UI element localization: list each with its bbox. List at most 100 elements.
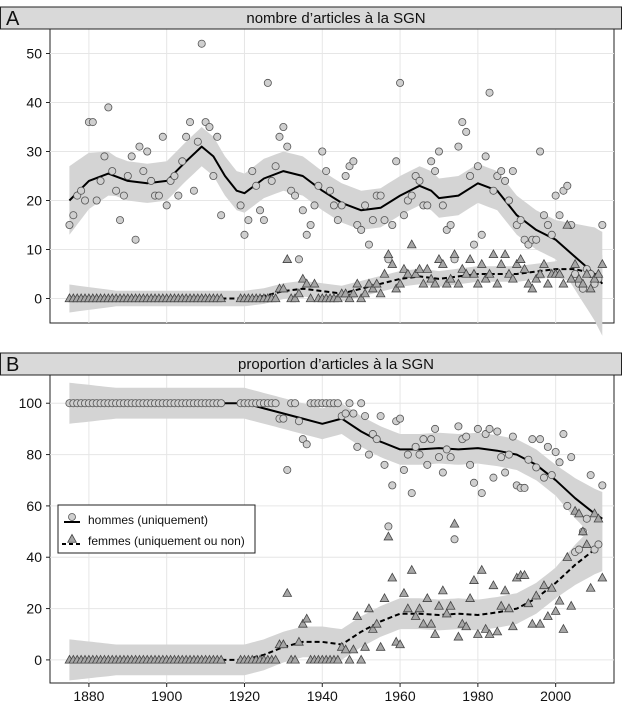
data-point-femmes xyxy=(492,626,503,636)
legend-box xyxy=(57,504,256,554)
data-point-hommes xyxy=(415,176,424,185)
data-point-hommes xyxy=(213,132,222,141)
data-point-femmes xyxy=(535,268,546,278)
data-point-femmes xyxy=(453,631,464,641)
data-point-hommes xyxy=(244,216,253,225)
data-point-femmes xyxy=(387,258,398,268)
data-point-hommes xyxy=(147,176,156,185)
data-point-femmes xyxy=(504,268,514,278)
data-point-hommes xyxy=(127,152,136,161)
data-point-femmes xyxy=(539,580,549,590)
data-point-hommes xyxy=(532,463,541,472)
y-tick-label: 30 xyxy=(26,144,42,160)
data-point-femmes xyxy=(465,253,476,263)
data-point-hommes xyxy=(88,118,97,127)
data-point-hommes xyxy=(477,489,486,498)
data-point-hommes xyxy=(361,412,370,421)
data-point-femmes xyxy=(340,288,351,298)
y-tick-label: 40 xyxy=(26,549,42,565)
data-point-femmes xyxy=(500,585,511,595)
data-point-femmes xyxy=(367,283,378,293)
data-point-hommes xyxy=(469,478,478,487)
data-point-hommes xyxy=(267,176,276,185)
data-point-hommes xyxy=(427,157,436,166)
data-point-hommes xyxy=(314,181,323,190)
data-point-hommes xyxy=(217,211,226,220)
data-point-femmes xyxy=(519,569,530,579)
data-point-femmes xyxy=(449,518,460,528)
data-point-hommes xyxy=(100,152,109,161)
data-point-hommes xyxy=(291,191,300,200)
panel-tag: B xyxy=(6,354,19,376)
y-tick-label: 60 xyxy=(26,498,42,514)
data-point-femmes xyxy=(282,587,293,597)
data-point-femmes xyxy=(554,268,565,278)
data-point-hommes xyxy=(294,417,303,426)
data-point-hommes xyxy=(259,216,268,225)
data-point-hommes xyxy=(368,216,377,225)
data-point-femmes xyxy=(371,278,382,288)
data-point-femmes xyxy=(554,595,565,605)
data-point-femmes xyxy=(546,582,557,592)
confidence-band-hommes xyxy=(69,382,603,546)
data-point-hommes xyxy=(489,186,498,195)
data-point-femmes xyxy=(293,636,304,646)
data-point-hommes xyxy=(329,201,338,210)
data-point-hommes xyxy=(376,191,385,200)
data-point-hommes xyxy=(193,137,202,146)
data-point-hommes xyxy=(388,481,397,490)
data-point-hommes xyxy=(65,220,74,229)
data-point-hommes xyxy=(399,465,408,474)
data-point-femmes xyxy=(356,293,367,303)
data-point-hommes xyxy=(372,435,381,444)
data-point-hommes xyxy=(539,211,548,220)
data-point-hommes xyxy=(555,458,564,467)
data-point-hommes xyxy=(547,230,556,239)
data-point-hommes xyxy=(485,88,494,97)
data-point-femmes xyxy=(535,618,546,628)
data-point-hommes xyxy=(454,142,463,151)
data-point-femmes xyxy=(457,263,468,273)
data-point-femmes xyxy=(395,278,406,288)
data-point-hommes xyxy=(298,206,307,215)
data-point-hommes xyxy=(341,409,350,418)
data-point-hommes xyxy=(81,196,90,205)
y-tick-label: 0 xyxy=(34,652,42,668)
data-point-hommes xyxy=(411,442,420,451)
data-point-femmes xyxy=(566,600,577,610)
data-point-femmes xyxy=(297,273,308,283)
data-point-femmes xyxy=(507,621,518,631)
data-point-hommes xyxy=(154,191,163,200)
data-point-femmes xyxy=(418,618,429,628)
data-point-hommes xyxy=(178,157,187,166)
data-point-hommes xyxy=(508,432,517,441)
data-point-hommes xyxy=(438,201,447,210)
data-point-hommes xyxy=(563,181,572,190)
data-point-femmes xyxy=(542,278,553,288)
legend-label-hommes: hommes (uniquement) xyxy=(88,513,208,527)
data-point-hommes xyxy=(116,216,125,225)
x-tick-label: 1980 xyxy=(462,688,493,704)
data-point-femmes xyxy=(216,293,227,303)
data-point-femmes xyxy=(371,618,382,628)
data-point-femmes xyxy=(434,253,444,263)
data-point-hommes xyxy=(462,127,471,136)
data-point-hommes xyxy=(174,191,183,200)
data-point-hommes xyxy=(539,473,548,482)
confidence-band-femmes xyxy=(69,517,603,681)
y-tick-label: 50 xyxy=(26,46,42,62)
data-points xyxy=(64,399,608,664)
data-point-femmes xyxy=(383,249,394,259)
data-point-femmes xyxy=(574,273,584,283)
data-point-hommes xyxy=(197,39,206,48)
data-point-hommes xyxy=(209,171,218,180)
data-point-femmes xyxy=(363,603,374,613)
data-point-hommes xyxy=(170,171,179,180)
data-point-hommes xyxy=(571,269,580,278)
data-point-femmes xyxy=(589,508,600,518)
data-point-hommes xyxy=(364,240,373,249)
data-point-hommes xyxy=(520,483,529,492)
data-point-femmes xyxy=(500,249,511,259)
data-point-hommes xyxy=(275,132,284,141)
data-point-femmes xyxy=(406,564,417,574)
